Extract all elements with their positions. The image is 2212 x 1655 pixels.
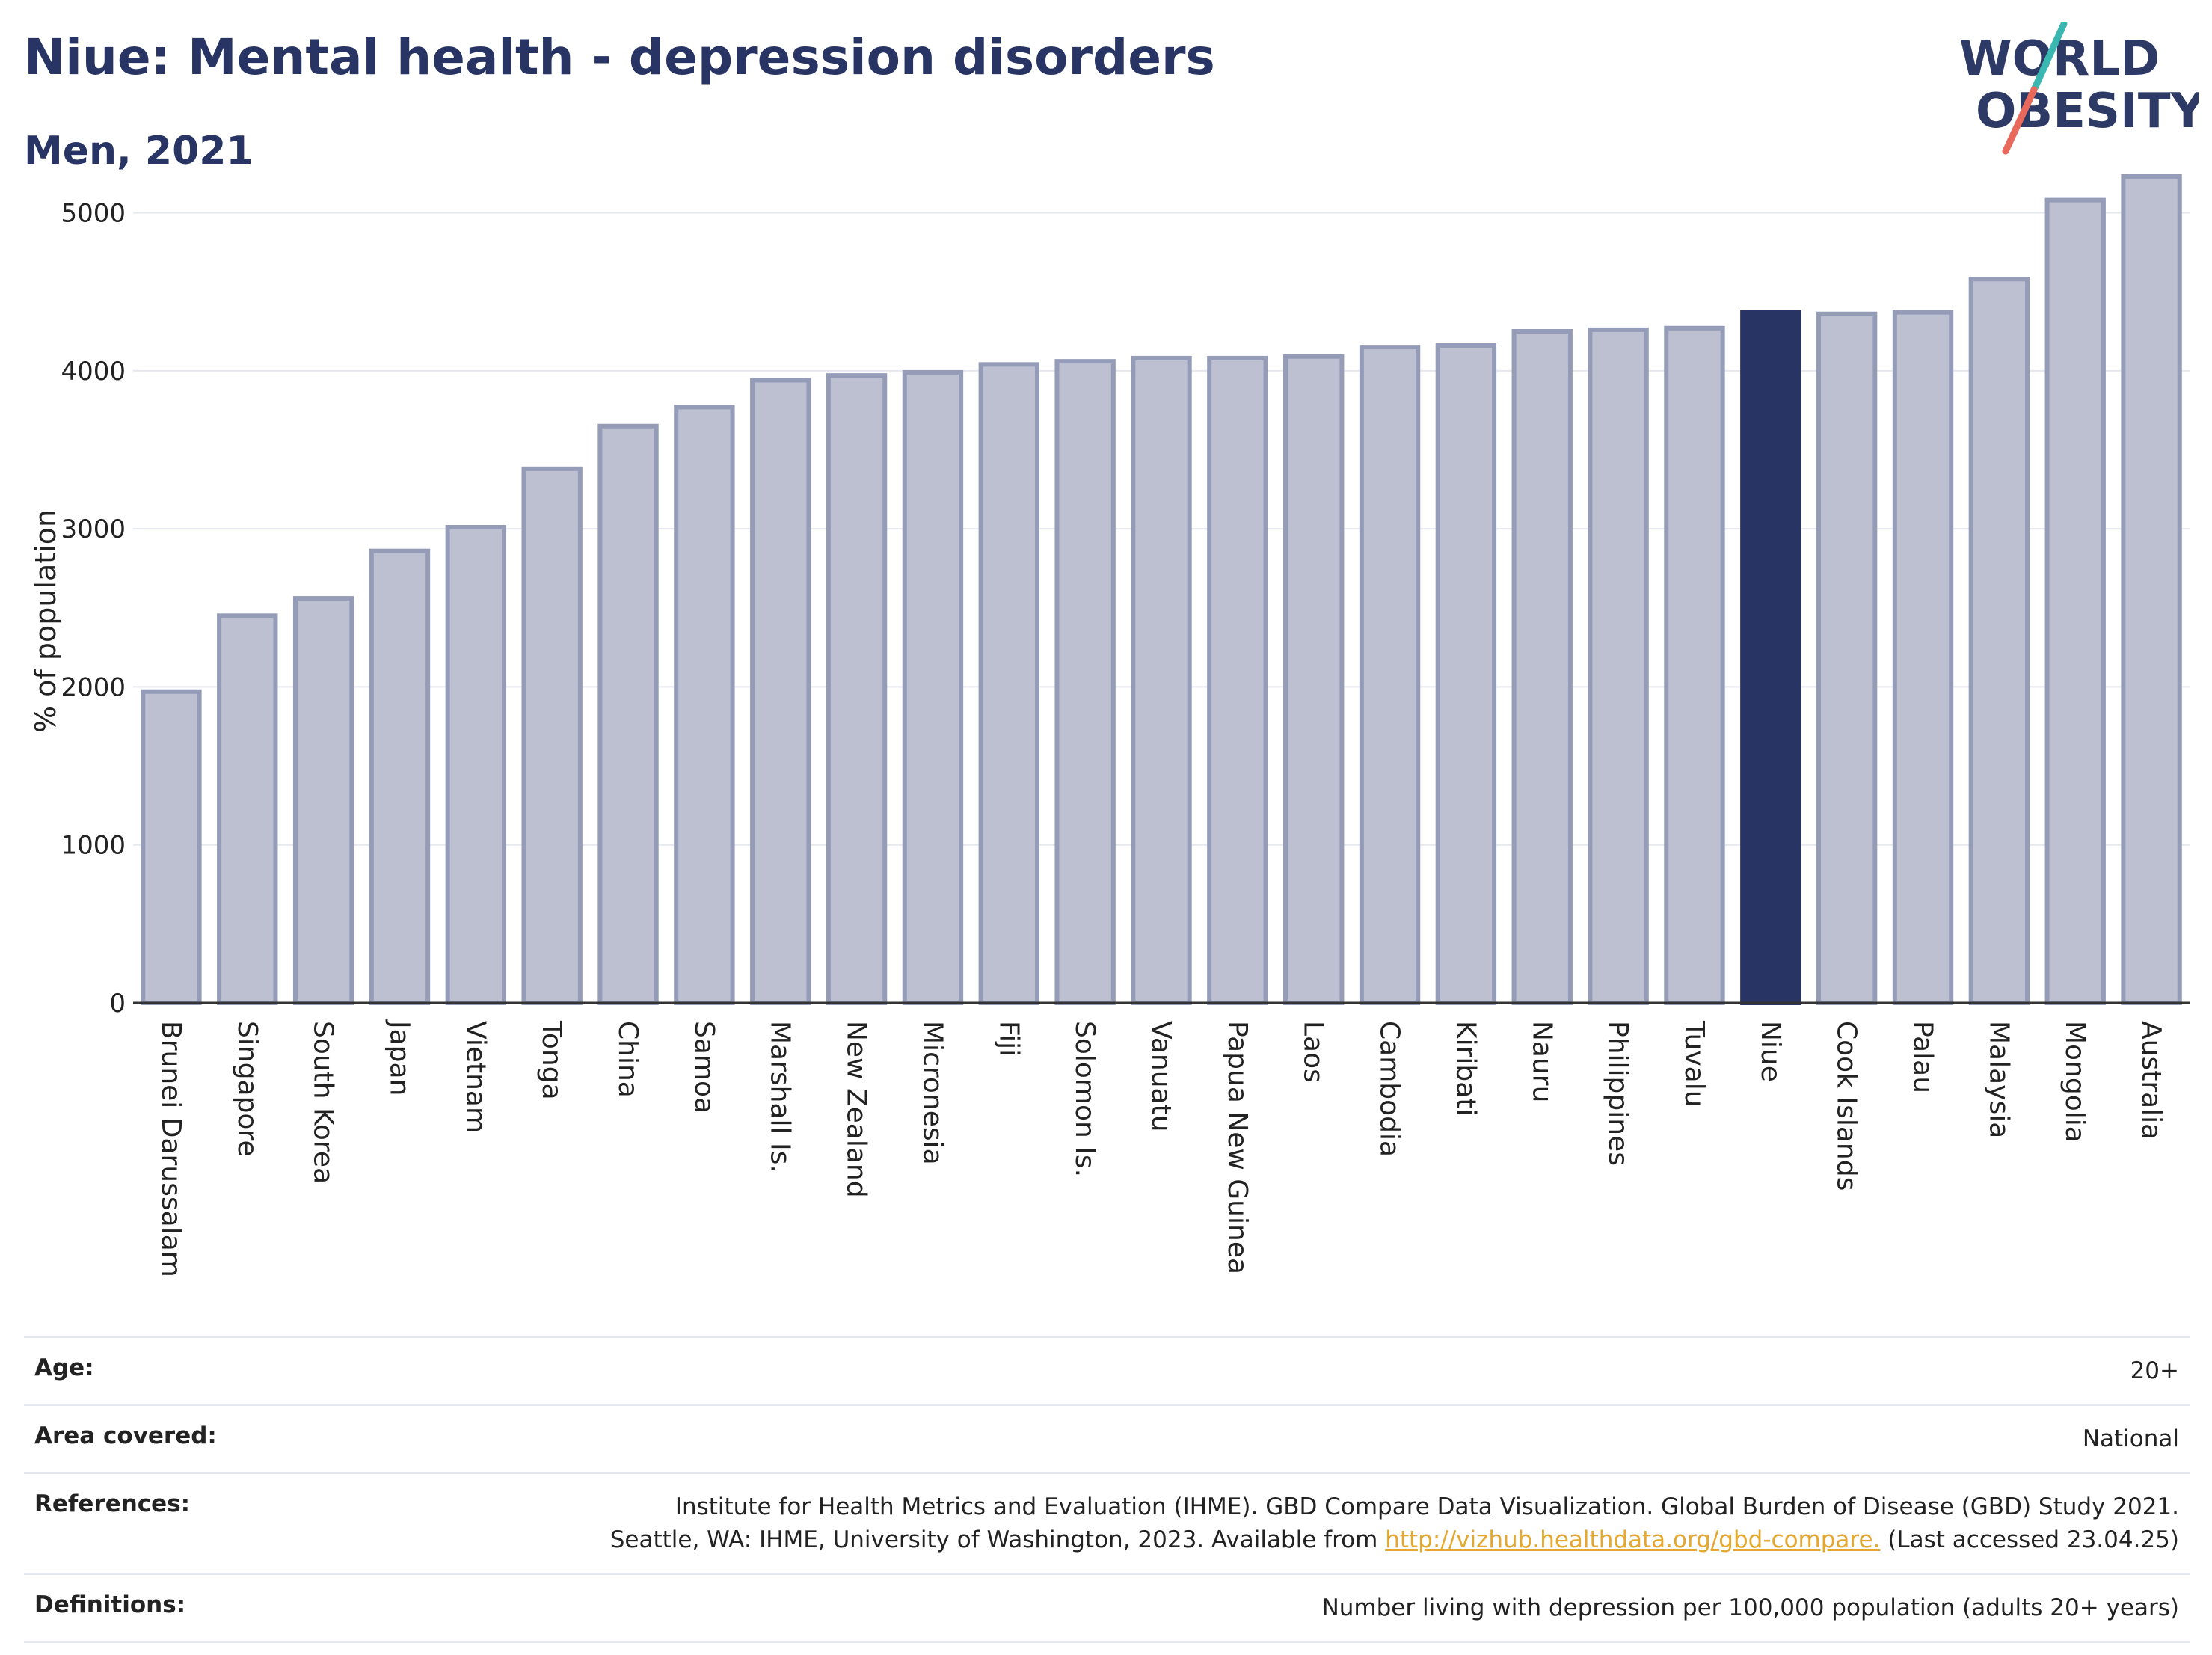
bar-japan bbox=[369, 548, 431, 1005]
x-tick-label: Cambodia bbox=[1374, 1021, 1405, 1157]
x-tick-label: Palau bbox=[1908, 1021, 1938, 1093]
x-tick-label: Papua New Guinea bbox=[1222, 1021, 1253, 1274]
x-tick-label: Australia bbox=[2136, 1021, 2166, 1140]
bar-tonga bbox=[521, 466, 583, 1005]
x-tick-label: Niue bbox=[1755, 1021, 1786, 1082]
bar-tuvalu bbox=[1664, 325, 1725, 1005]
x-tick-label: Kiribati bbox=[1450, 1021, 1481, 1116]
x-tick-label: South Korea bbox=[308, 1021, 339, 1184]
x-tick-label: Cook Islands bbox=[1831, 1021, 1862, 1191]
y-tick-label: 4000 bbox=[61, 357, 126, 387]
bar-solomon-is bbox=[1054, 359, 1116, 1005]
bar-malaysia bbox=[1968, 277, 2030, 1006]
bar-samoa bbox=[674, 405, 735, 1005]
bar-laos bbox=[1283, 354, 1345, 1005]
bar-papua-new-guinea bbox=[1207, 355, 1268, 1005]
meta-value-definitions: Number living with depression per 100,00… bbox=[1321, 1594, 2179, 1621]
x-tick-label: Samoa bbox=[689, 1021, 719, 1114]
bar-fiji bbox=[978, 362, 1039, 1005]
bar-chart: 0 1000 2000 3000 4000 5000 % of population Brun… bbox=[29, 174, 2190, 1277]
bar-marshall-is bbox=[750, 378, 811, 1005]
logo-slash-bottom bbox=[2002, 86, 2038, 155]
x-tick-label: Vanuatu bbox=[1146, 1021, 1176, 1132]
meta-row-references: References: Institute for Health Metrics… bbox=[24, 1472, 2190, 1573]
bar-brunei-darussalam bbox=[141, 689, 202, 1005]
bar-singapore bbox=[217, 613, 278, 1005]
x-tick-label: Brunei Darussalam bbox=[156, 1021, 186, 1277]
x-tick-label: Philippines bbox=[1603, 1021, 1633, 1166]
logo-slash-top bbox=[2030, 22, 2068, 93]
x-tick-label: Solomon Is. bbox=[1069, 1021, 1100, 1177]
bar-kiribati bbox=[1435, 343, 1497, 1006]
chart-subtitle: Men, 2021 bbox=[24, 129, 254, 174]
world-obesity-logo: WORLD OBESITY bbox=[1959, 22, 2199, 155]
meta-value-age: 20+ bbox=[2130, 1357, 2179, 1384]
references-line1: Institute for Health Metrics and Evaluat… bbox=[675, 1493, 2179, 1520]
chart-title: Niue: Mental health - depression disorde… bbox=[24, 28, 1215, 86]
bar-vietnam bbox=[445, 524, 507, 1005]
meta-row-definitions: Definitions: Number living with depressi… bbox=[24, 1573, 2190, 1643]
y-tick-label: 0 bbox=[109, 989, 126, 1019]
bar-micronesia bbox=[902, 369, 964, 1005]
bar-niue bbox=[1740, 310, 1801, 1005]
x-tick-label: Marshall Is. bbox=[765, 1021, 796, 1173]
bar-australia bbox=[2121, 174, 2182, 1005]
references-line2-pre: Seattle, WA: IHME, University of Washing… bbox=[609, 1526, 1386, 1553]
bar-philippines bbox=[1588, 327, 1649, 1005]
bar-palau bbox=[1892, 310, 1954, 1005]
meta-label-age: Age: bbox=[34, 1354, 94, 1381]
bar-vanuatu bbox=[1131, 355, 1192, 1005]
references-line2-post: (Last accessed 23.04.25) bbox=[1880, 1526, 2179, 1553]
x-tick-label: Micronesia bbox=[917, 1021, 947, 1165]
meta-row-age: Age: 20+ bbox=[24, 1336, 2190, 1404]
x-tick-label: Vietnam bbox=[460, 1021, 491, 1133]
meta-row-area: Area covered: National bbox=[24, 1404, 2190, 1472]
x-tick-label: Singapore bbox=[232, 1021, 262, 1157]
x-tick-label: Fiji bbox=[993, 1021, 1024, 1057]
x-tick-label: Tuvalu bbox=[1679, 1020, 1709, 1108]
x-tick-label: Japan bbox=[384, 1019, 414, 1096]
x-tick-label: Malaysia bbox=[1983, 1021, 2014, 1138]
y-tick-label: 3000 bbox=[61, 515, 126, 544]
x-tick-label: Mongolia bbox=[2059, 1021, 2090, 1143]
y-tick-label: 5000 bbox=[61, 199, 126, 229]
x-tick-label: China bbox=[612, 1021, 643, 1098]
x-tick-label: Nauru bbox=[1526, 1021, 1557, 1102]
x-tick-label: New Zealand bbox=[841, 1021, 872, 1198]
bar-nauru bbox=[1511, 328, 1573, 1006]
y-tick-label: 2000 bbox=[61, 672, 126, 702]
meta-label-references: References: bbox=[34, 1490, 191, 1517]
metadata-table: Age: 20+ Area covered: National Referenc… bbox=[24, 1336, 2190, 1643]
bar-mongolia bbox=[2044, 197, 2106, 1005]
meta-label-definitions: Definitions: bbox=[34, 1591, 186, 1618]
bar-south-korea bbox=[292, 596, 354, 1005]
x-tick-label: Tonga bbox=[536, 1020, 567, 1100]
bar-china bbox=[597, 423, 659, 1005]
references-link[interactable]: http://vizhub.healthdata.org/gbd-compare… bbox=[1385, 1526, 1881, 1553]
meta-label-area: Area covered: bbox=[34, 1422, 217, 1449]
meta-value-references: Institute for Health Metrics and Evaluat… bbox=[610, 1490, 2179, 1556]
bar-cambodia bbox=[1359, 345, 1421, 1005]
bar-new-zealand bbox=[826, 373, 888, 1006]
y-axis-title: % of population bbox=[29, 509, 62, 733]
y-tick-label: 1000 bbox=[61, 831, 126, 861]
x-tick-label: Laos bbox=[1298, 1021, 1329, 1083]
bar-cook-islands bbox=[1816, 311, 1878, 1005]
meta-value-area: National bbox=[2082, 1425, 2179, 1452]
